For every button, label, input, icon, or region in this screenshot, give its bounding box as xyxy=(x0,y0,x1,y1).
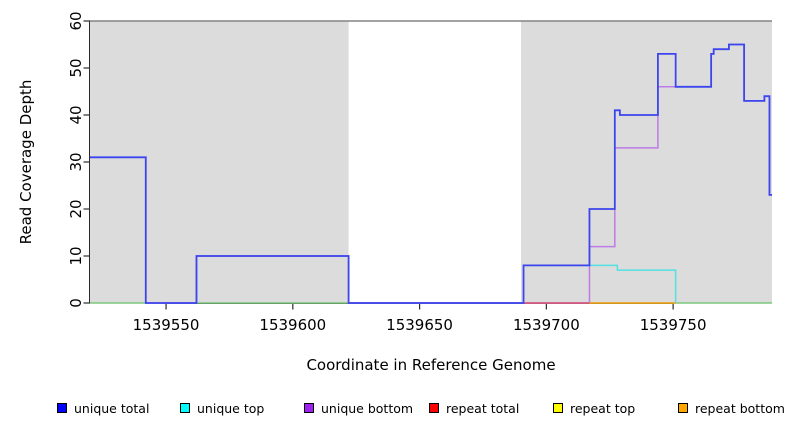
shaded-region-left xyxy=(90,21,349,303)
legend-item-unique-total: unique total xyxy=(57,399,149,417)
legend-swatch-unique-total xyxy=(57,403,67,413)
legend-item-repeat-total: repeat total xyxy=(429,399,519,417)
x-tick-label: 1539600 xyxy=(259,316,326,334)
legend-label: repeat total xyxy=(446,400,520,416)
y-tick-label: 40 xyxy=(67,105,85,124)
x-axis-title: Coordinate in Reference Genome xyxy=(306,356,555,374)
y-tick-label: 20 xyxy=(67,199,85,218)
legend-label: repeat top xyxy=(570,400,636,416)
x-tick-label: 1539700 xyxy=(513,316,580,334)
legend-label: repeat bottom xyxy=(695,400,785,416)
axes: 1539550 1539600 1539650 1539700 1539750 0 10 20… xyxy=(67,11,707,334)
x-tick-label: 1539650 xyxy=(386,316,453,334)
legend-item-repeat-top: repeat top xyxy=(553,399,635,417)
y-tick-label: 30 xyxy=(67,152,85,171)
coverage-chart: 1539550 1539600 1539650 1539700 1539750 0 10 20… xyxy=(17,11,772,374)
legend-label: unique total xyxy=(74,400,150,416)
x-tick-label: 1539750 xyxy=(640,316,707,334)
legend-item-unique-top: unique top xyxy=(180,399,264,417)
y-tick-label: 60 xyxy=(67,11,85,30)
y-axis-title: Read Coverage Depth xyxy=(17,80,35,245)
legend-swatch-repeat-bottom xyxy=(678,403,688,413)
legend-swatch-repeat-top xyxy=(553,403,563,413)
y-tick-label: 10 xyxy=(67,246,85,265)
shaded-region-right xyxy=(521,21,772,303)
legend-item-unique-bottom: unique bottom xyxy=(304,399,413,417)
data-series xyxy=(90,43,772,304)
legend-item-repeat-bottom: repeat bottom xyxy=(678,399,785,417)
legend-swatch-unique-bottom xyxy=(304,403,314,413)
series-unique-total xyxy=(90,43,772,304)
background-regions xyxy=(90,21,772,303)
x-tick-label: 1539550 xyxy=(133,316,200,334)
legend-swatch-unique-top xyxy=(180,403,190,413)
y-tick-label: 0 xyxy=(67,298,85,308)
legend-swatch-repeat-total xyxy=(429,403,439,413)
legend-label: unique top xyxy=(197,400,265,416)
y-tick-label: 50 xyxy=(67,58,85,77)
chart-legend: unique total unique top unique bottom repea… xyxy=(0,399,792,419)
legend-label: unique bottom xyxy=(321,400,414,416)
